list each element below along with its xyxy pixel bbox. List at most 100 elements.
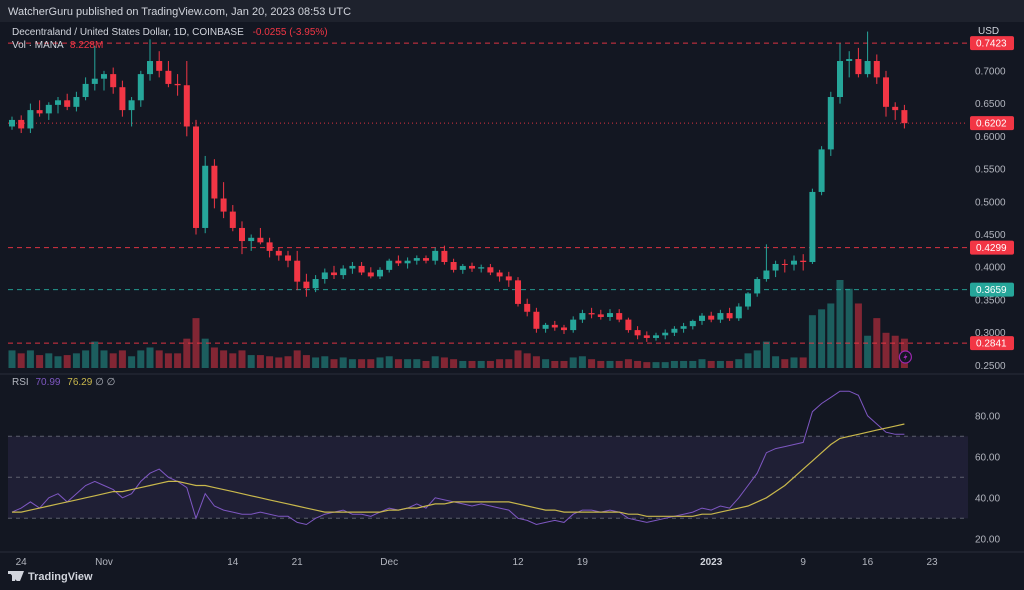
volume-bar — [26, 350, 34, 368]
volume-bar — [348, 359, 356, 368]
volume-bar — [716, 360, 724, 368]
price-level-label: 0.7423 — [976, 39, 1007, 50]
candle-body — [809, 191, 816, 263]
volume-bar — [514, 350, 522, 368]
volume-bar — [247, 355, 255, 368]
candle-body — [36, 110, 43, 114]
volume-bar — [615, 360, 623, 368]
price-level-tag — [970, 240, 1014, 255]
volume-bar — [477, 360, 485, 368]
time-tick-label: 9 — [800, 557, 806, 568]
candle-body — [386, 260, 393, 270]
candle-body — [873, 61, 880, 78]
candle-body — [754, 279, 761, 294]
volume-bar — [578, 356, 586, 368]
tradingview-logo[interactable]: TradingView — [8, 571, 93, 583]
candle-body — [294, 260, 301, 282]
time-tick-label: 19 — [577, 557, 589, 568]
candle-body — [82, 83, 89, 98]
volume-bar — [229, 353, 237, 368]
candle-body — [110, 74, 117, 88]
price-tick-label: 0.5000 — [975, 197, 1006, 208]
volume-bar — [312, 357, 320, 368]
candle-body — [321, 272, 328, 280]
volume-bar — [827, 303, 835, 368]
publisher-text: WatcherGuru published on TradingView.com… — [8, 6, 352, 18]
candle-body — [708, 315, 715, 320]
candle-body — [413, 258, 420, 261]
price-level-label: 0.3659 — [976, 285, 1007, 296]
volume-bar — [174, 353, 182, 368]
candle-body — [18, 119, 25, 129]
time-tick-label: Nov — [95, 557, 113, 568]
volume-value: 8.228M — [69, 40, 104, 51]
volume-bar — [468, 360, 476, 368]
candle-body — [441, 250, 448, 263]
candle-body — [303, 281, 310, 289]
currency-label: USD — [978, 26, 1000, 37]
candle-body — [395, 260, 402, 264]
volume-bar — [100, 350, 108, 368]
candle-body — [901, 110, 908, 124]
candle-body — [257, 237, 264, 243]
candle-body — [892, 106, 899, 111]
time-tick-label: 12 — [512, 557, 524, 568]
price-tick-label: 0.4500 — [975, 230, 1006, 241]
candle-body — [174, 83, 181, 86]
volume-bar — [735, 359, 743, 368]
candle-body — [367, 272, 374, 277]
volume-bar — [670, 360, 678, 368]
volume-bar — [63, 355, 71, 368]
volume-bar — [698, 359, 706, 368]
rsi-line — [11, 390, 905, 526]
candle-body — [772, 263, 779, 271]
rsi-extras: ∅ ∅ — [95, 377, 116, 388]
time-tick-label: 24 — [16, 557, 28, 568]
volume-bar — [155, 350, 163, 368]
volume-bar — [569, 357, 577, 368]
volume-bar — [707, 360, 715, 368]
candle-body — [542, 324, 549, 329]
volume-bar — [321, 356, 329, 368]
candle-body — [864, 61, 871, 75]
time-tick-label: 23 — [926, 557, 938, 568]
volume-bar — [689, 360, 697, 368]
volume-bar — [238, 350, 246, 368]
symbol-legend: Decentraland / United States Dollar, 1D,… — [12, 27, 328, 38]
candle-body — [717, 313, 724, 320]
volume-bar — [634, 360, 642, 368]
candle-body — [469, 265, 475, 269]
candle-body — [837, 61, 843, 98]
candle-body — [45, 104, 52, 114]
volume-bar — [8, 350, 16, 368]
candle-body — [220, 198, 227, 212]
volume-bar — [772, 356, 780, 368]
price-level-label: 0.4299 — [976, 243, 1007, 254]
candle-body — [404, 260, 411, 264]
time-tick-label: 16 — [862, 557, 874, 568]
lightning-icon — [903, 353, 908, 361]
candle-body — [459, 265, 466, 270]
candle-body — [689, 320, 696, 327]
candle-body — [551, 324, 558, 328]
volume-bar — [624, 359, 632, 368]
volume-bar — [413, 359, 421, 368]
volume-bar — [164, 353, 172, 368]
candle-body — [73, 97, 80, 107]
volume-bar — [661, 362, 669, 368]
rsi-label: RSI — [12, 377, 29, 388]
candle-body — [229, 211, 236, 228]
volume-bar — [532, 356, 540, 368]
volume-bar — [72, 353, 80, 368]
candle-body — [91, 78, 98, 84]
candle-body — [515, 280, 521, 304]
volume-bar — [146, 347, 154, 368]
candle-body — [643, 335, 650, 338]
candle-body — [27, 110, 34, 129]
candle-body — [358, 265, 365, 273]
publisher-bar: WatcherGuru published on TradingView.com… — [0, 0, 1024, 22]
candle-body — [266, 242, 273, 251]
candle-body — [183, 85, 190, 127]
volume-bar — [597, 360, 605, 368]
